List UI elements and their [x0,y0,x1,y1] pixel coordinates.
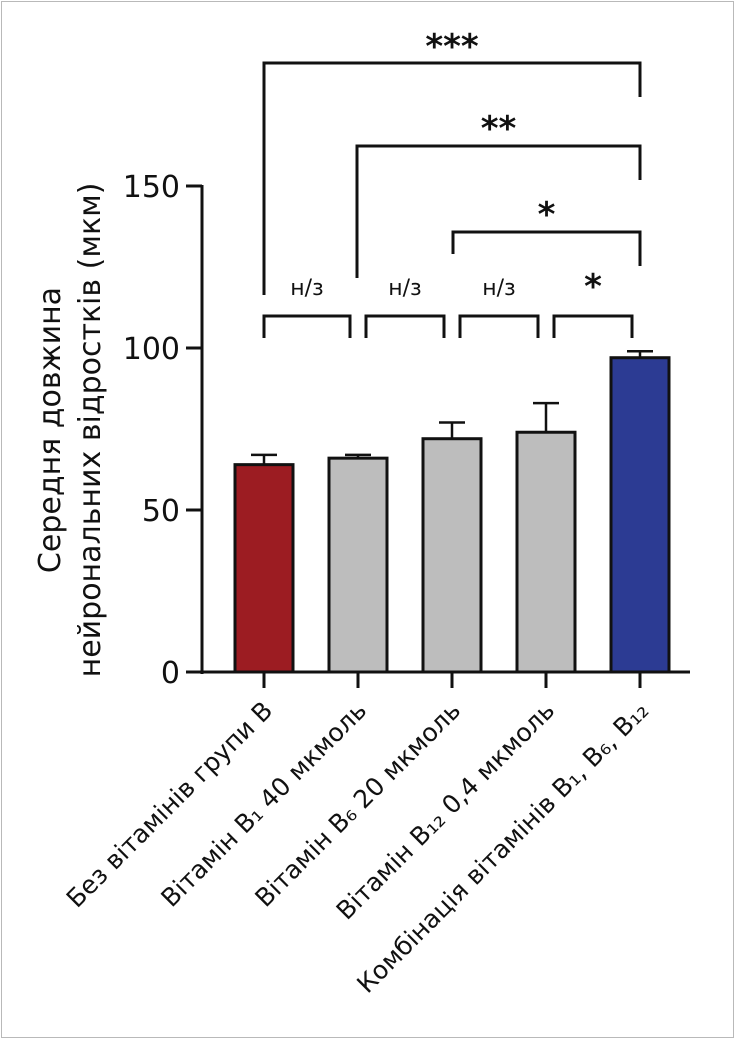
y-axis-title: нейрональних відростків (мкм) [73,183,108,678]
significance-bracket [552,314,634,338]
significance-label: н/з [482,276,516,301]
significance-label: *** [425,27,479,67]
significance-label: н/з [388,276,422,301]
significance-bracket [355,144,642,278]
bar [609,356,671,674]
significance-bracket [451,230,642,266]
significance-label: н/з [290,276,324,301]
significance-label: * [538,195,556,235]
significance-label: ** [481,109,517,149]
significance-bracket [262,61,642,295]
bar [233,463,295,674]
y-tick-label: 0 [161,656,180,691]
bar [327,456,389,674]
significance-bracket [364,314,446,338]
significance-bracket [458,314,540,338]
y-tick-label: 150 [123,170,180,205]
significance-label: * [584,267,602,307]
y-tick-label: 50 [142,494,180,529]
significance-bracket [262,314,352,338]
y-tick-label: 100 [123,332,180,367]
bar [421,437,483,674]
y-axis-title: Середня довжина [33,287,68,573]
bar [515,430,577,674]
